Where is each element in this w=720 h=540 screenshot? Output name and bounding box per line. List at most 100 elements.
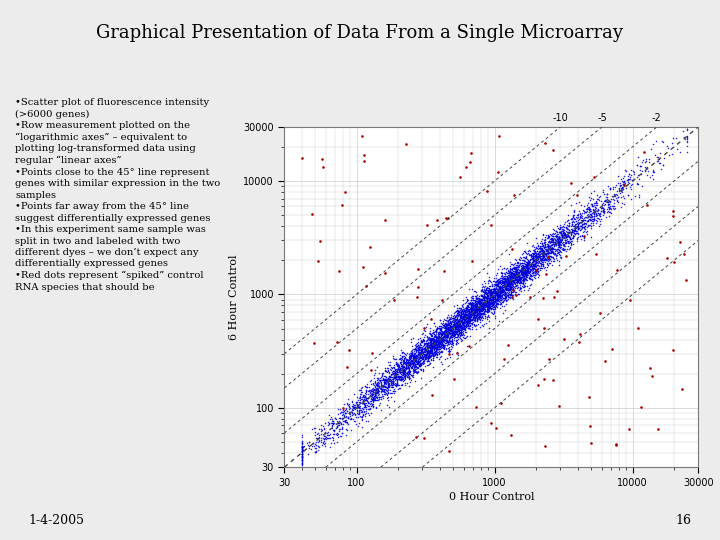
Point xyxy=(454,316,466,325)
Point xyxy=(432,345,444,353)
Point xyxy=(359,381,371,390)
Point xyxy=(439,326,451,334)
Point xyxy=(536,239,548,247)
Point xyxy=(296,446,307,455)
Point xyxy=(464,310,475,319)
Point xyxy=(452,323,464,332)
Point xyxy=(518,275,529,284)
Point xyxy=(477,299,489,307)
Point xyxy=(424,347,436,356)
Point xyxy=(575,201,587,210)
Point xyxy=(396,374,408,383)
Point xyxy=(549,249,561,258)
Point xyxy=(405,352,416,360)
Point xyxy=(410,367,421,375)
Point xyxy=(514,275,526,284)
Point xyxy=(429,327,441,336)
Point xyxy=(381,383,392,392)
Point xyxy=(469,302,481,310)
Point xyxy=(487,301,498,309)
Point xyxy=(423,351,435,360)
Point xyxy=(651,152,662,161)
Point xyxy=(366,401,378,409)
Point xyxy=(522,261,534,270)
Point xyxy=(368,384,379,393)
Point xyxy=(424,339,436,348)
Point xyxy=(467,301,479,309)
Point xyxy=(508,286,520,295)
Point xyxy=(433,334,445,343)
Point xyxy=(545,248,557,256)
Point xyxy=(487,301,498,310)
Point xyxy=(449,312,461,321)
Point xyxy=(415,366,427,374)
Point xyxy=(464,309,476,318)
Point xyxy=(410,357,422,366)
Point xyxy=(353,403,364,411)
Point xyxy=(496,288,508,296)
Point xyxy=(356,382,367,391)
Point xyxy=(487,287,499,295)
Point xyxy=(482,305,493,314)
Point xyxy=(526,262,537,271)
Point xyxy=(410,347,422,356)
Point xyxy=(395,350,406,359)
Point xyxy=(439,316,451,325)
Text: Graphical Presentation of Data From a Single Microarray: Graphical Presentation of Data From a Si… xyxy=(96,24,624,42)
Point xyxy=(557,228,568,237)
Point xyxy=(429,347,441,356)
Point xyxy=(374,369,385,377)
Point xyxy=(543,248,554,256)
Point xyxy=(505,278,517,286)
Point xyxy=(407,359,418,368)
Point xyxy=(343,404,354,413)
Point xyxy=(499,281,510,290)
Point xyxy=(409,377,420,386)
Point xyxy=(415,364,426,373)
Point xyxy=(521,270,532,279)
Point xyxy=(476,306,487,314)
Point xyxy=(465,306,477,315)
Point xyxy=(483,307,495,315)
Point xyxy=(333,405,344,414)
Point xyxy=(310,444,322,453)
Point xyxy=(389,396,400,405)
Point xyxy=(444,334,456,342)
Point xyxy=(500,292,511,301)
Point xyxy=(441,312,453,321)
Point xyxy=(547,232,559,240)
Point xyxy=(453,310,464,319)
Point xyxy=(508,295,519,303)
Point xyxy=(444,333,456,341)
Point xyxy=(658,153,670,162)
Point xyxy=(405,367,416,375)
Point xyxy=(572,220,584,228)
Point xyxy=(561,226,572,235)
Point xyxy=(504,282,516,291)
Point xyxy=(469,315,480,324)
Point xyxy=(494,276,505,285)
Point xyxy=(539,442,551,451)
Point xyxy=(369,395,380,404)
Point xyxy=(423,346,435,355)
Point xyxy=(605,185,616,194)
Point xyxy=(527,266,539,274)
Point xyxy=(417,350,428,359)
Point xyxy=(451,321,463,330)
Point xyxy=(549,230,560,238)
Point xyxy=(409,363,420,372)
Point xyxy=(559,234,570,242)
Point xyxy=(416,348,428,356)
Point xyxy=(433,338,445,346)
Point xyxy=(418,343,430,352)
Point xyxy=(567,237,578,246)
Point xyxy=(480,299,492,307)
Point xyxy=(438,334,450,343)
Point xyxy=(496,294,508,303)
Point xyxy=(435,333,446,342)
Point xyxy=(356,407,368,416)
Point xyxy=(477,288,489,296)
Point xyxy=(433,349,445,358)
Point xyxy=(557,230,568,238)
Point xyxy=(447,313,459,322)
